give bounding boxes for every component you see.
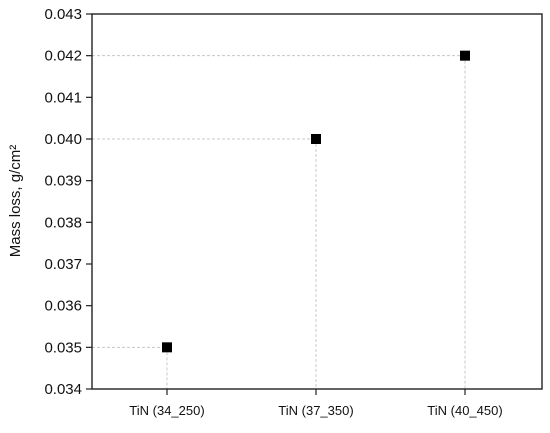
x-axis-ticks: TiN (34_250) TiN (37_350) TiN (40_450) [129,389,503,418]
x-tick-label: TiN (37_350) [278,403,353,418]
data-point [460,50,470,61]
y-tick-label: 0.042 [44,48,82,65]
data-point [311,134,321,144]
y-tick-label: 0.043 [44,6,82,23]
y-tick-label: 0.038 [44,214,82,231]
y-tick-label: 0.039 [44,173,82,190]
y-tick-label: 0.036 [44,298,82,315]
axes [91,13,543,390]
guide-lines [92,55,466,389]
y-tick-label: 0.041 [44,89,82,106]
data-points [162,50,470,353]
y-axis-ticks: 0.034 0.035 0.036 0.037 0.038 0.039 0.040 0.041… [44,6,92,398]
y-tick-label: 0.040 [44,131,82,148]
data-point [162,342,172,353]
y-tick-label: 0.034 [44,381,82,398]
x-tick-label: TiN (34_250) [129,403,204,418]
plot-frame [91,13,543,390]
y-axis-title: Mass loss, g/cm² [7,145,24,258]
y-tick-label: 0.037 [44,256,82,273]
y-tick-label: 0.035 [44,339,82,356]
x-tick-label: TiN (40_450) [427,403,502,418]
